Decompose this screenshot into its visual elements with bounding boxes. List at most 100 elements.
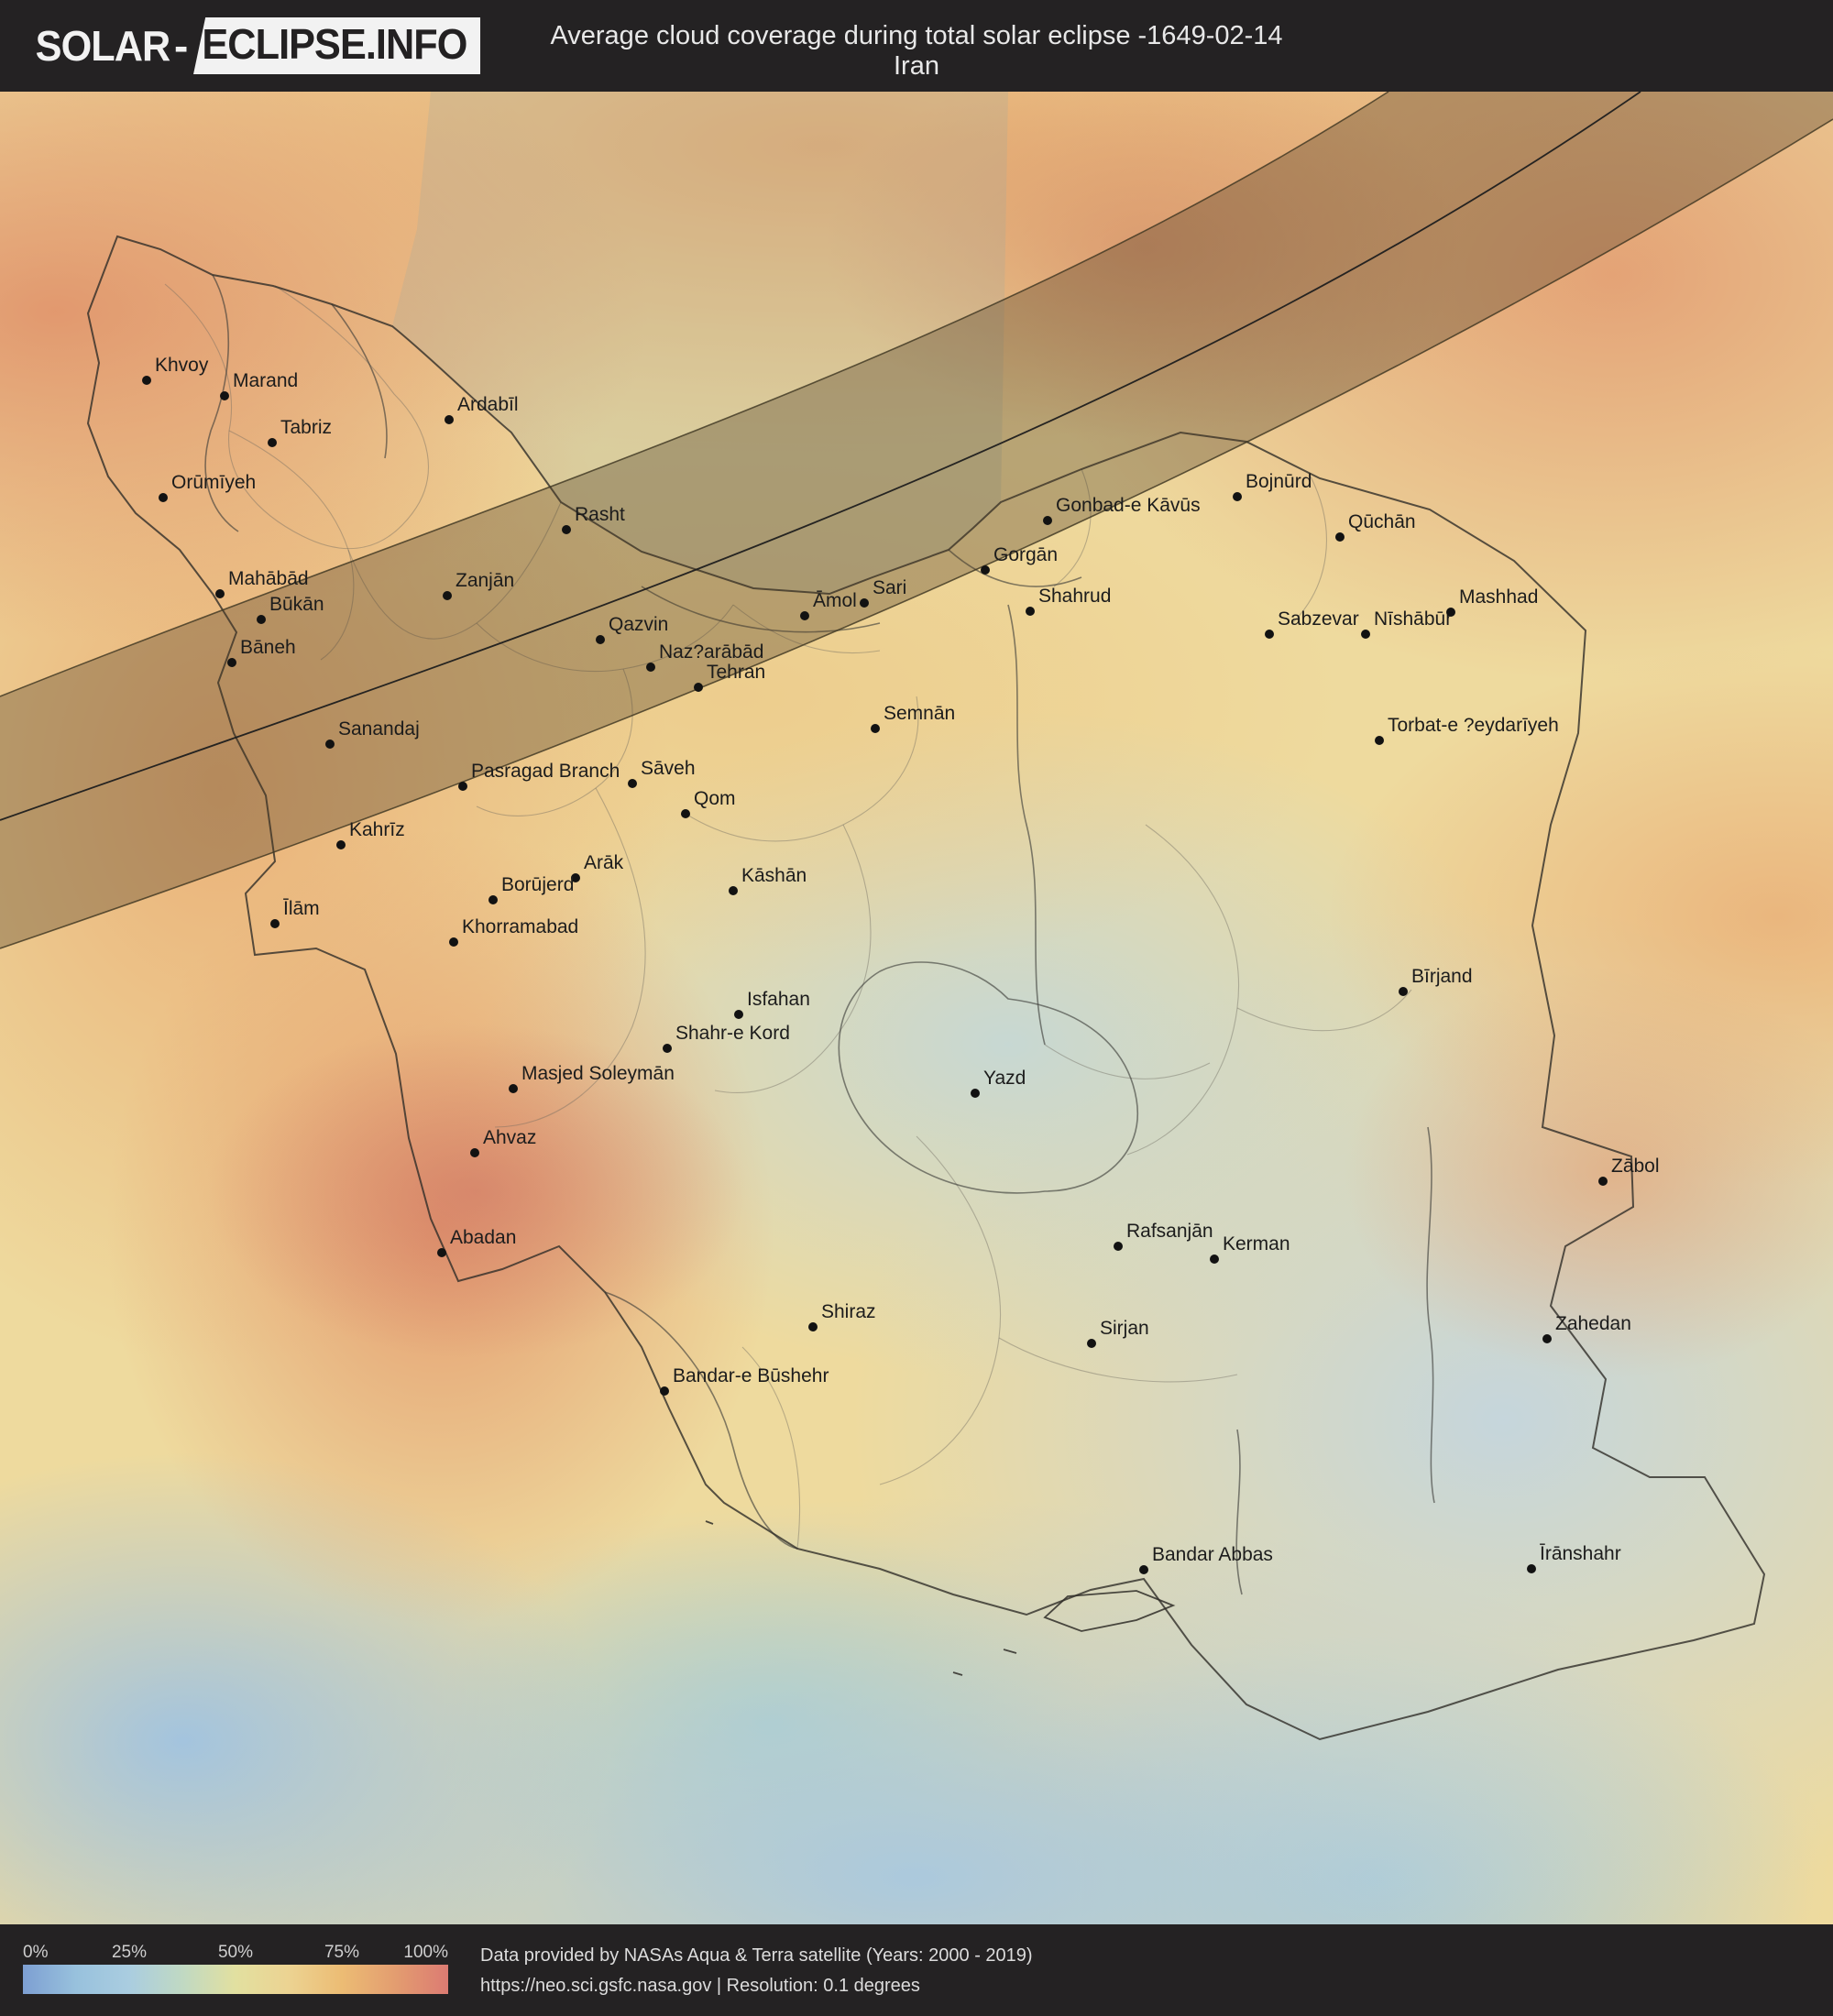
city-dot: [628, 779, 637, 788]
city-dot: [1043, 516, 1052, 525]
city-label: Īrānshahr: [1540, 1543, 1621, 1564]
city-dot: [1210, 1255, 1219, 1264]
city-label: Sanandaj: [338, 718, 420, 740]
city-dot: [449, 937, 458, 947]
city-label: Khvoy: [155, 355, 209, 376]
city-label: Mashhad: [1459, 586, 1539, 608]
city-label: Semnān: [884, 703, 956, 724]
city-dot: [509, 1084, 518, 1093]
city-dot: [562, 525, 571, 534]
city-label: Ardabīl: [457, 394, 519, 415]
city-dot: [1542, 1334, 1552, 1343]
city-label: Marand: [233, 370, 299, 391]
data-attribution: Data provided by NASAs Aqua & Terra sate…: [480, 1941, 1033, 2001]
city-label: Āmol: [813, 590, 857, 611]
logo-text-solar: SOLAR: [35, 22, 171, 70]
city-dot: [663, 1044, 672, 1053]
logo-text-eclipse-info: ECLIPSE.INFO: [193, 17, 481, 74]
city-dot: [1265, 630, 1274, 639]
city-dot: [1087, 1339, 1096, 1348]
city-label: Gonbad-e Kāvūs: [1056, 495, 1201, 516]
legend-tick: 100%: [403, 1943, 448, 1962]
city-label: Bāneh: [240, 637, 296, 658]
city-label: Tabriz: [280, 417, 333, 438]
city-dot: [1527, 1564, 1536, 1573]
city-label: Bojnūrd: [1246, 471, 1312, 492]
city-dot: [694, 683, 703, 692]
city-dot: [1139, 1565, 1148, 1574]
city-dot: [1026, 607, 1035, 616]
city-label: Bandar Abbas: [1152, 1544, 1273, 1565]
city-dot: [437, 1248, 446, 1257]
city-dot: [470, 1148, 479, 1157]
title-block: Average cloud coverage during total sola…: [0, 0, 1833, 82]
city-dot: [257, 615, 266, 624]
city-label: Shahrud: [1038, 586, 1112, 607]
attribution-line-1: Data provided by NASAs Aqua & Terra sate…: [480, 1945, 1033, 1966]
city-label: Sari: [873, 577, 907, 598]
city-label: Bīrjand: [1411, 966, 1473, 987]
city-dot: [871, 724, 880, 733]
city-dot: [227, 658, 236, 667]
legend-gradient-bar: [23, 1965, 448, 1994]
city-label: Zahedan: [1555, 1313, 1631, 1334]
city-label: Bandar-e Būshehr: [673, 1365, 829, 1386]
city-dot: [443, 591, 452, 600]
footer-bar: 0% 25% 50% 75% 100% Data provided by NASAs A…: [0, 1924, 1833, 2016]
city-label: Yazd: [983, 1068, 1026, 1089]
city-dot: [981, 565, 990, 575]
city-dot: [734, 1010, 743, 1019]
city-label: Orūmīyeh: [171, 472, 257, 493]
city-dot: [646, 663, 655, 672]
city-label: Rafsanjān: [1126, 1221, 1213, 1242]
city-dot: [729, 886, 738, 895]
city-dot: [808, 1322, 818, 1331]
city-dot: [660, 1386, 669, 1396]
city-dot: [1446, 608, 1455, 617]
city-dot: [270, 919, 280, 928]
city-label: Arāk: [584, 852, 624, 873]
city-dot: [1233, 492, 1242, 501]
city-dot: [1361, 630, 1370, 639]
city-label: Shiraz: [821, 1301, 876, 1322]
city-label: Sāveh: [641, 758, 696, 779]
city-dot: [1399, 987, 1408, 996]
city-dot: [681, 809, 690, 818]
city-label: Torbat-e ?eydarīyeh: [1388, 715, 1559, 736]
city-label: Rasht: [575, 504, 625, 525]
site-logo[interactable]: SOLAR - ECLIPSE.INFO: [31, 17, 490, 74]
city-label: Borūjerd: [501, 874, 575, 895]
city-dot: [215, 589, 225, 598]
city-label: Abadan: [450, 1227, 517, 1248]
city-dot: [488, 895, 498, 904]
page-title: Average cloud coverage during total sola…: [550, 21, 1283, 50]
city-dot: [1335, 532, 1345, 542]
city-dot: [268, 438, 277, 447]
city-label: Naz?arābād: [659, 641, 764, 663]
city-label: Kahrīz: [349, 819, 405, 840]
city-label: Kāshān: [741, 865, 807, 886]
city-label: Būkān: [269, 594, 324, 615]
city-dot: [336, 840, 346, 849]
city-label: Nīshābūr: [1374, 608, 1453, 630]
page-subtitle: Iran: [894, 51, 939, 81]
city-dot: [971, 1089, 980, 1098]
city-label: Tehran: [707, 662, 766, 683]
legend-tick: 25%: [111, 1943, 148, 1962]
city-label: Kerman: [1223, 1233, 1290, 1255]
city-label: Qazvin: [609, 614, 669, 635]
legend-tick: 75%: [324, 1943, 360, 1962]
city-label: Masjed Soleymān: [521, 1063, 675, 1084]
city-label: Khorramabad: [462, 916, 579, 937]
city-dot: [445, 415, 454, 424]
city-dot: [159, 493, 168, 502]
city-dot: [458, 782, 467, 791]
city-label: Shahr-e Kord: [675, 1023, 790, 1044]
city-label: Ahvaz: [483, 1127, 537, 1148]
legend-tick: 0%: [23, 1943, 49, 1962]
city-dot: [325, 740, 335, 749]
city-label: Mahābād: [228, 568, 309, 589]
city-label: Zanjān: [456, 570, 515, 591]
